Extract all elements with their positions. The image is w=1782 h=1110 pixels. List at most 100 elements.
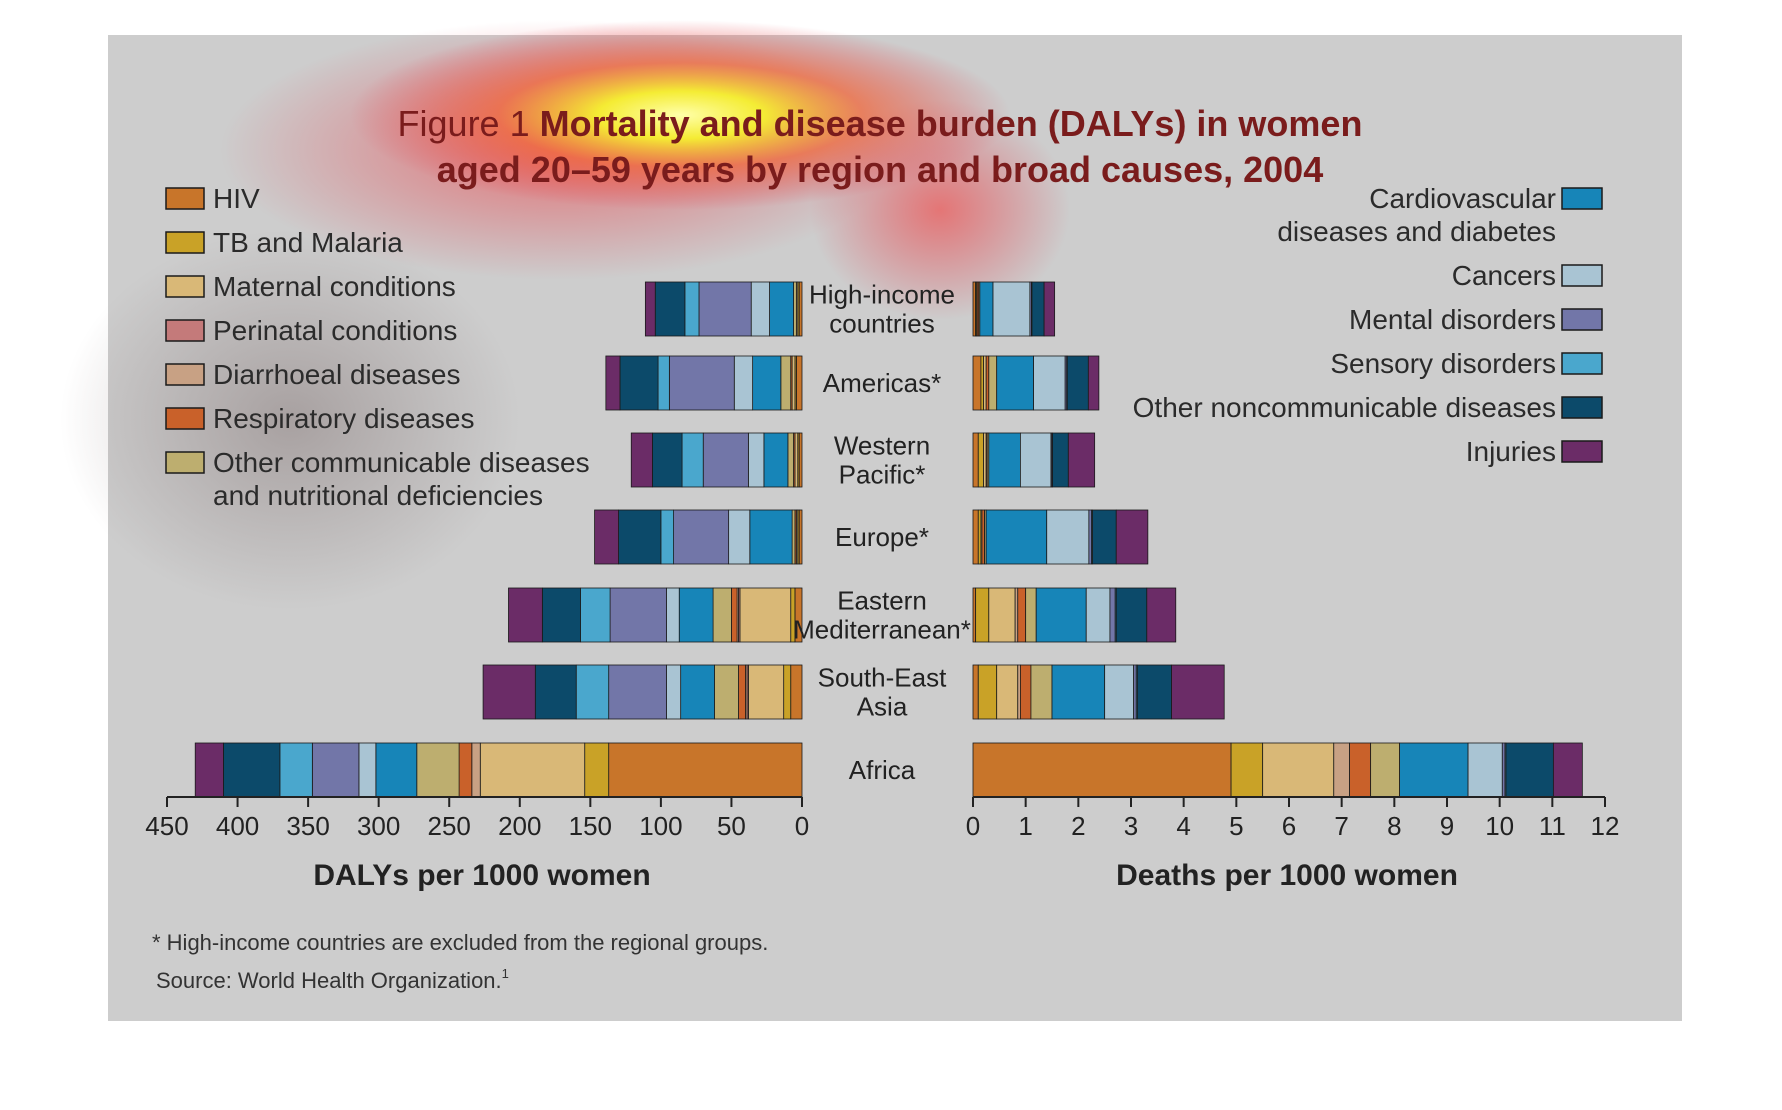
- dalys-bar-segment: [594, 509, 619, 565]
- legend-swatch: [165, 231, 205, 254]
- title-text-1: Mortality and disease burden (DALYs) in …: [540, 103, 1363, 144]
- deaths-bar-segment: [975, 587, 990, 643]
- dalys-bar-segment: [657, 355, 670, 411]
- dalys-bar-segment: [798, 281, 803, 337]
- legend-swatch: [1561, 352, 1603, 375]
- deaths-bar-segment: [1115, 587, 1148, 643]
- dalys-bars: [194, 281, 803, 798]
- deaths-bar-segment: [1552, 742, 1583, 798]
- legend-label: Maternal conditions: [213, 271, 456, 302]
- legend-swatch: [1561, 264, 1603, 287]
- dalys-bar-segment: [790, 664, 803, 720]
- dalys-axis-tick-label: 400: [216, 811, 259, 841]
- legend-label: Perinatal conditions: [213, 315, 457, 346]
- deaths-bar-segment: [1262, 742, 1335, 798]
- legend-label: Sensory disorders: [1330, 348, 1556, 379]
- dalys-bar-segment: [644, 281, 656, 337]
- region-label: Eastern: [837, 586, 927, 616]
- deaths-axis-tick-label: 4: [1176, 811, 1190, 841]
- deaths-axis-tick-label: 9: [1440, 811, 1454, 841]
- deaths-bar-segment: [1370, 742, 1400, 798]
- dalys-bar-segment: [375, 742, 418, 798]
- chart-title-line-2: aged 20–59 years by region and broad cau…: [437, 149, 1323, 190]
- deaths-bar-segment: [1109, 587, 1116, 643]
- dalys-bar-segment: [798, 432, 803, 488]
- dalys-bar-segment: [630, 432, 653, 488]
- dalys-axis-label: DALYs per 1000 women: [313, 859, 650, 892]
- deaths-axis-tick-label: 1: [1018, 811, 1032, 841]
- dalys-axis-tick-label: 100: [639, 811, 682, 841]
- legend-swatch: [1561, 396, 1603, 419]
- dalys-bar-segment: [605, 355, 621, 411]
- legend-communicable: HIV TB and Malaria Maternal conditions Peri…: [165, 183, 590, 511]
- dalys-bar-segment: [731, 587, 738, 643]
- dalys-bar-segment: [714, 664, 739, 720]
- deaths-bar-segment: [972, 664, 979, 720]
- dalys-bar-segment: [279, 742, 313, 798]
- chart-title-line-1: Figure 1 Mortality and disease burden (D…: [398, 103, 1363, 144]
- region-label: Mediterranean*: [793, 615, 971, 645]
- dalys-bar-segment: [747, 664, 785, 720]
- dalys-bar-segment: [769, 281, 794, 337]
- legend-label: Diarrhoeal diseases: [213, 359, 460, 390]
- dalys-axis: 450 400 350 300 250 200 150 100 50 0: [145, 796, 809, 841]
- deaths-axis-label: Deaths per 1000 women: [1116, 859, 1458, 892]
- dalys-bar-segment: [698, 281, 752, 337]
- source-note: Source: World Health Organization.1: [156, 966, 509, 993]
- legend-label: Cancers: [1452, 260, 1556, 291]
- legend-label: Mental disorders: [1349, 304, 1556, 335]
- dalys-bar-segment: [660, 509, 674, 565]
- legend-label: Injuries: [1466, 436, 1556, 467]
- deaths-bar-segment: [1115, 509, 1149, 565]
- deaths-bar-segment: [1067, 432, 1096, 488]
- dalys-bar-segment: [608, 664, 667, 720]
- deaths-bar-segment: [1030, 664, 1053, 720]
- deaths-axis-tick-label: 3: [1124, 811, 1138, 841]
- deaths-bar-segment: [1104, 664, 1135, 720]
- deaths-bar-segment: [1087, 355, 1100, 411]
- dalys-axis-tick-label: 200: [498, 811, 541, 841]
- legend-swatch: [165, 363, 205, 386]
- deaths-bar-segment: [996, 355, 1034, 411]
- legend-swatch: [165, 275, 205, 298]
- deaths-bar-segment: [1146, 587, 1177, 643]
- dalys-axis-tick-label: 150: [569, 811, 612, 841]
- deaths-bar-segment: [1399, 742, 1469, 798]
- deaths-axis-tick-label: 12: [1591, 811, 1620, 841]
- deaths-bar-segment: [977, 432, 984, 488]
- legend-label: and nutritional deficiencies: [213, 480, 543, 511]
- region-label: Asia: [857, 692, 908, 722]
- deaths-bar-segment: [1505, 742, 1554, 798]
- dalys-bar-segment: [541, 587, 581, 643]
- dalys-bar-segment: [575, 664, 610, 720]
- deaths-bar-segment: [1046, 509, 1090, 565]
- dalys-bar-segment: [580, 587, 611, 643]
- dalys-bar-segment: [584, 742, 610, 798]
- dalys-bar-segment: [479, 742, 586, 798]
- legend-label: Other communicable diseases: [213, 447, 590, 478]
- legend-swatch: [1561, 187, 1603, 210]
- deaths-bar-segment: [1031, 281, 1045, 337]
- dalys-bar-segment: [223, 742, 281, 798]
- legend-label: Cardiovascular: [1369, 183, 1556, 214]
- dalys-bar-segment: [311, 742, 360, 798]
- dalys-bar-segment: [747, 432, 765, 488]
- dalys-bar-segment: [783, 664, 792, 720]
- deaths-bar-segment: [972, 355, 982, 411]
- deaths-axis-tick-label: 0: [966, 811, 980, 841]
- dalys-bar-segment: [618, 509, 662, 565]
- dalys-axis-tick-label: 0: [795, 811, 809, 841]
- figure-label: Figure 1: [398, 103, 530, 144]
- dalys-axis-tick-label: 250: [428, 811, 471, 841]
- dalys-bar-segment: [712, 587, 732, 643]
- legend-label: Respiratory diseases: [213, 403, 474, 434]
- dalys-axis-tick-label: 300: [357, 811, 400, 841]
- dalys-bar-segment: [619, 355, 659, 411]
- deaths-bar-segment: [1025, 587, 1037, 643]
- dalys-bar-segment: [681, 432, 704, 488]
- region-label: Americas*: [823, 368, 941, 398]
- dalys-axis-tick-label: 50: [717, 811, 746, 841]
- deaths-bar-segment: [988, 432, 1021, 488]
